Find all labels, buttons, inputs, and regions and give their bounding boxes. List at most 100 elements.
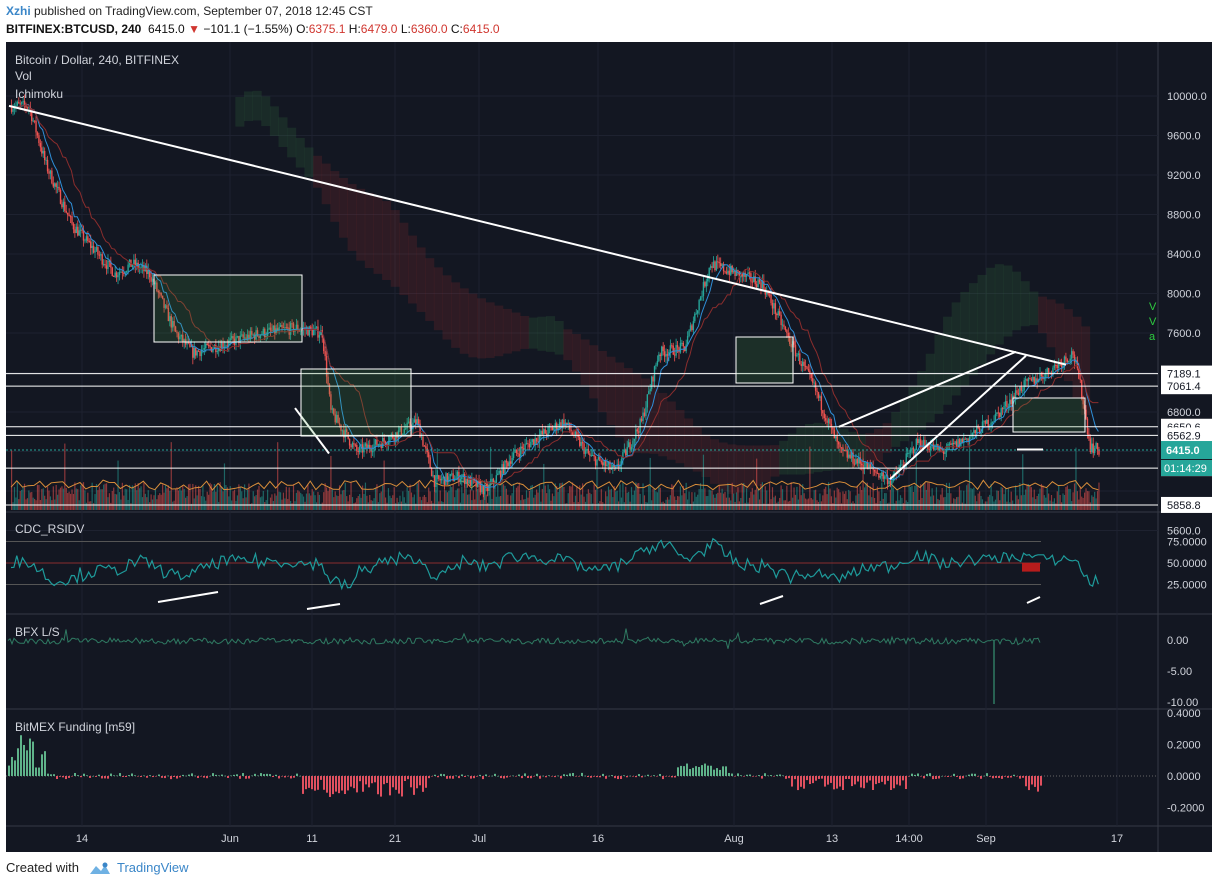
cloud-segment bbox=[753, 445, 763, 487]
volume-bar bbox=[328, 487, 331, 510]
funding-bar bbox=[896, 776, 898, 785]
chart-svg[interactable]: 10000.09600.09200.08800.08400.08000.0760… bbox=[6, 42, 1212, 852]
candle-body bbox=[104, 264, 106, 266]
tradingview-brand[interactable]: TradingView bbox=[117, 860, 189, 875]
candle-body bbox=[367, 444, 370, 449]
funding-bar bbox=[455, 775, 457, 777]
indicator-vol[interactable]: Vol bbox=[15, 69, 32, 83]
volume-bar bbox=[377, 502, 379, 510]
volume-bar bbox=[1020, 495, 1022, 510]
candle-body bbox=[973, 430, 975, 434]
funding-bar bbox=[698, 766, 700, 776]
cloud-segment bbox=[313, 155, 323, 188]
candle-body bbox=[721, 264, 723, 267]
volume-bar bbox=[448, 490, 450, 510]
candle-body bbox=[147, 270, 149, 274]
candle-body bbox=[695, 313, 697, 315]
volume-bar bbox=[65, 487, 67, 510]
volume-bar bbox=[978, 491, 981, 510]
volume-bar bbox=[68, 491, 70, 510]
volume-bar bbox=[584, 501, 587, 510]
author-link[interactable]: Xzhi bbox=[6, 4, 31, 18]
candle-body bbox=[25, 104, 27, 108]
candle-body bbox=[1029, 378, 1031, 380]
candle-body bbox=[663, 351, 666, 357]
candle-body bbox=[993, 421, 995, 423]
volume-bar bbox=[1055, 503, 1057, 510]
funding-bar bbox=[551, 776, 553, 777]
funding-bar bbox=[254, 773, 256, 776]
candle-body bbox=[77, 226, 79, 236]
drawings[interactable] bbox=[6, 104, 1158, 506]
candle-body bbox=[429, 457, 431, 468]
volume-bar bbox=[915, 456, 917, 510]
funding-bar bbox=[287, 776, 289, 777]
funding-bar bbox=[914, 774, 916, 776]
volume-bar bbox=[46, 486, 49, 510]
volume-bar bbox=[554, 483, 556, 510]
volume-bar bbox=[681, 495, 683, 510]
volume-bar bbox=[807, 498, 810, 510]
candle-body bbox=[394, 432, 397, 441]
candle-body bbox=[420, 436, 423, 438]
volume-bar bbox=[1081, 496, 1083, 510]
volume-bar bbox=[57, 494, 59, 510]
volume-bar bbox=[197, 485, 200, 510]
candle-body bbox=[1073, 354, 1076, 363]
volume-bar bbox=[630, 487, 633, 510]
volume-bar bbox=[593, 484, 595, 510]
volume-bar bbox=[128, 485, 131, 510]
candle-body bbox=[645, 407, 647, 416]
volume-bar bbox=[1029, 485, 1031, 510]
candle-body bbox=[371, 451, 374, 453]
volume-bar bbox=[714, 497, 716, 510]
volume-bar bbox=[989, 494, 991, 510]
volume-bar bbox=[957, 496, 959, 510]
candle-body bbox=[1032, 376, 1034, 381]
chart-area[interactable]: 10000.0 9600.0 9200.0 8800.0 8400.0 8000.0 760… bbox=[6, 42, 1212, 852]
volume-bar bbox=[543, 463, 545, 510]
volume-bar bbox=[313, 491, 315, 510]
volume-bar bbox=[172, 501, 174, 510]
volume-bar bbox=[1032, 497, 1034, 510]
funding-bar bbox=[929, 773, 931, 776]
cloud-segment bbox=[451, 282, 461, 348]
candle-body bbox=[383, 438, 385, 442]
candle-body bbox=[888, 480, 890, 485]
funding-bar bbox=[995, 776, 997, 778]
open-value: 6375.1 bbox=[308, 22, 346, 36]
funding-bar bbox=[731, 773, 733, 776]
funding-bar bbox=[446, 776, 448, 779]
volume-bar bbox=[1052, 501, 1054, 510]
candle-body bbox=[1053, 365, 1056, 368]
volume-bar bbox=[199, 488, 201, 510]
volume-bar bbox=[1004, 488, 1007, 510]
funding-bar bbox=[350, 776, 352, 787]
indicator-ichimoku[interactable]: Ichimoku bbox=[15, 87, 63, 101]
funding-bar bbox=[680, 765, 682, 776]
funding-bar bbox=[599, 776, 601, 778]
candle-body bbox=[282, 327, 285, 329]
candle-body bbox=[317, 326, 319, 338]
candle-body bbox=[705, 281, 708, 287]
volume-bar bbox=[23, 483, 26, 510]
funding-bar bbox=[65, 776, 67, 780]
volume-bar bbox=[210, 484, 213, 510]
candle-body bbox=[768, 294, 771, 296]
candle-body bbox=[236, 336, 239, 338]
candle-body bbox=[1092, 443, 1094, 454]
level-label-box bbox=[1161, 365, 1212, 382]
cloud-segment bbox=[1003, 265, 1013, 337]
funding-bar bbox=[563, 774, 565, 776]
candle-body bbox=[520, 446, 522, 457]
candle-body bbox=[94, 250, 96, 253]
candle-body bbox=[1043, 378, 1046, 380]
candle-body bbox=[826, 420, 828, 423]
volume-bar bbox=[815, 489, 817, 510]
volume-bar bbox=[622, 482, 624, 510]
funding-bar bbox=[809, 776, 811, 785]
candle-body bbox=[228, 340, 230, 346]
candle-body bbox=[258, 336, 260, 338]
candle-body bbox=[934, 445, 936, 450]
volume-bar bbox=[609, 489, 611, 510]
